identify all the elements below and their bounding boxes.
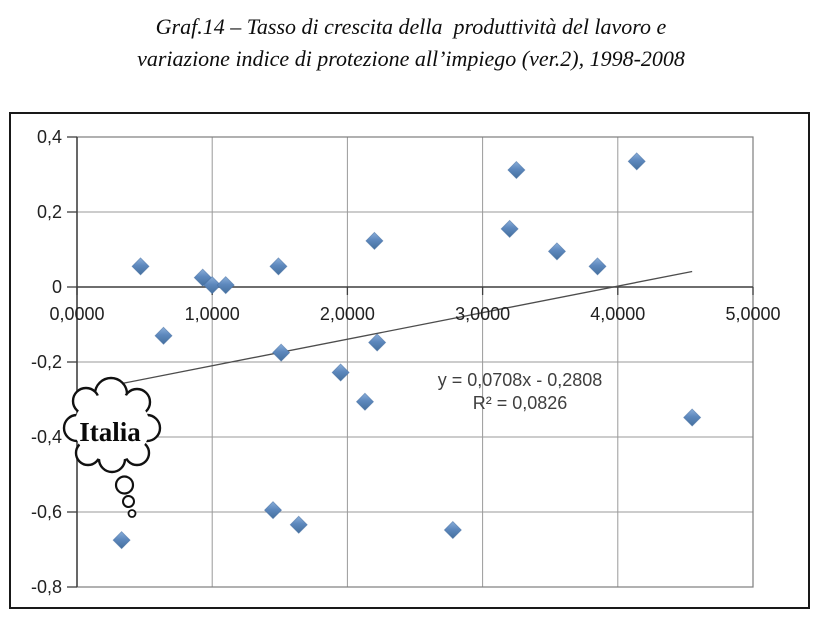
scatter-point (154, 326, 173, 345)
scatter-point (355, 392, 375, 411)
scatter-point (547, 242, 567, 261)
italia-thought-bubble: Italia (62, 376, 162, 518)
scatter-point (112, 531, 131, 550)
scatter-point (588, 257, 607, 276)
chart-title-line-2: variazione indice di protezione all’impi… (137, 46, 685, 71)
scatter-point (365, 231, 384, 250)
scatter-point (500, 219, 519, 238)
x-tick-label: 3,0000 (455, 304, 510, 324)
axis-tick-labels: 0,0000 1,0000 2,0000 3,0000 4,0000 5,0000 0,4 0… (31, 127, 781, 597)
x-tick-label: 4,0000 (590, 304, 645, 324)
scatter-point (507, 160, 526, 180)
x-tick-label: 0,0000 (49, 304, 104, 324)
chart-border (9, 112, 810, 609)
scatter-point (683, 408, 702, 427)
scatter-point (443, 520, 462, 540)
chart-title-line-1: Graf.14 – Tasso di crescita della produt… (155, 14, 667, 39)
y-tick-label: 0,2 (37, 202, 62, 222)
trendline-r-squared: R² = 0,0826 (472, 393, 568, 413)
x-tick-label: 5,0000 (725, 304, 780, 324)
x-tick-label: 2,0000 (320, 304, 375, 324)
trendline (121, 270, 693, 385)
x-tick-label: 1,0000 (185, 304, 240, 324)
y-tick-label: -0,4 (31, 427, 62, 447)
scatter-point (263, 501, 283, 520)
thought-bubble-body (74, 393, 150, 461)
scatter-point (272, 343, 291, 362)
y-tick-label: -0,6 (31, 502, 62, 522)
scatter-point (216, 276, 235, 295)
gridlines (76, 136, 754, 588)
y-tick-label: 0 (52, 277, 62, 297)
data-points (112, 152, 702, 550)
scatter-point (269, 257, 288, 276)
y-tick-label: -0,2 (31, 352, 62, 372)
italia-label: Italia (79, 417, 141, 447)
y-tick-label: 0,4 (37, 127, 62, 147)
scatter-point (131, 257, 150, 276)
y-tick-label: -0,8 (31, 577, 62, 597)
scatter-point (368, 333, 387, 352)
scatter-point (289, 515, 308, 534)
chart-title: Graf.14 – Tasso di crescita della produt… (0, 11, 822, 75)
thought-bubble-trail (114, 475, 137, 518)
trendline-equation: y = 0,0708x - 0,2808 R² = 0,0826 (414, 369, 626, 415)
scatter-point (203, 276, 222, 295)
scatter-point (331, 363, 350, 382)
scatter-point (627, 152, 646, 171)
axis-lines (67, 136, 754, 588)
trendline-equation-line: y = 0,0708x - 0,2808 (437, 370, 603, 390)
